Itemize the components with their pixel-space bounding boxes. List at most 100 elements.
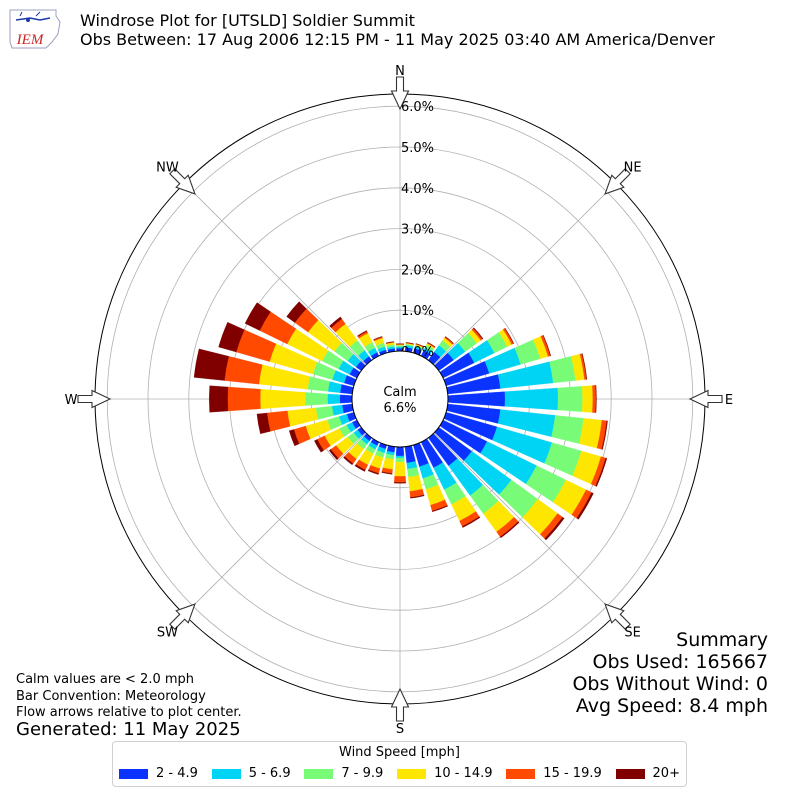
bar-dir-270-speed-bin-4 xyxy=(227,386,261,412)
bar-dir-60-speed-bin-5 xyxy=(504,327,515,344)
bar-dir-260-speed-bin-0 xyxy=(341,403,354,414)
grid-ring xyxy=(147,146,653,652)
legend-swatch xyxy=(397,768,427,779)
bar-dir-340-speed-bin-5 xyxy=(373,336,383,341)
bar-dir-280-speed-bin-2 xyxy=(307,376,330,392)
compass-label-e: E xyxy=(725,393,733,408)
legend-item: 2 - 4.9 xyxy=(119,766,198,781)
bar-dir-180-speed-bin-2 xyxy=(395,457,405,463)
bar-dir-90-speed-bin-5 xyxy=(595,385,597,413)
bar-dir-180-speed-bin-0 xyxy=(395,446,405,457)
spoke-ne xyxy=(433,183,616,366)
bar-dir-130-speed-bin-5 xyxy=(544,516,565,541)
note-bar-convention: Bar Convention: Meteorology xyxy=(16,689,206,704)
compass-label-nw: NW xyxy=(156,160,179,175)
bar-dir-260-speed-bin-5 xyxy=(256,412,271,434)
bar-dir-170-speed-bin-3 xyxy=(408,475,423,492)
radial-tick-label: 6.0% xyxy=(401,100,434,115)
bar-dir-220-speed-bin-5 xyxy=(343,456,354,466)
bar-dir-230-speed-bin-5 xyxy=(328,449,339,461)
flow-arrow-icon xyxy=(604,168,631,195)
legend-items: 2 - 4.9 5 - 6.9 7 - 9.9 10 - 14.9 15 - 19.9 2… xyxy=(119,766,680,781)
compass-label-se: SE xyxy=(624,626,640,641)
bar-dir-260-speed-bin-1 xyxy=(331,404,344,416)
bar-dir-190-speed-bin-3 xyxy=(382,457,394,470)
bar-dir-90-speed-bin-4 xyxy=(592,385,597,413)
bar-dir-290-speed-bin-5 xyxy=(218,322,245,353)
spoke-se xyxy=(433,432,616,615)
bar-dir-90-speed-bin-3 xyxy=(582,385,593,413)
legend-item: 5 - 6.9 xyxy=(211,766,291,781)
compass-label-w: W xyxy=(65,393,78,408)
note-flow-arrows: Flow arrows relative to plot center. xyxy=(16,705,242,720)
bar-dir-280-speed-bin-5 xyxy=(193,348,229,381)
logo-text: IEM xyxy=(16,32,45,48)
flow-arrow-icon xyxy=(688,389,723,409)
bar-dir-80-speed-bin-2 xyxy=(549,356,576,384)
bar-dir-250-speed-bin-5 xyxy=(288,429,300,447)
bar-dir-310-speed-bin-5 xyxy=(286,301,307,323)
bar-dir-180-speed-bin-4 xyxy=(394,476,406,483)
grid-ring xyxy=(188,187,612,611)
bar-dir-140-speed-bin-5 xyxy=(499,521,520,539)
bar-dir-240-speed-bin-5 xyxy=(314,439,324,453)
bar-dir-90-speed-bin-0 xyxy=(447,391,506,407)
bar-dir-180-speed-bin-1 xyxy=(395,455,405,459)
legend-swatch xyxy=(304,768,334,779)
compass-label-ne: NE xyxy=(624,160,642,175)
bar-dir-120-speed-bin-5 xyxy=(576,492,594,520)
bar-dir-170-speed-bin-5 xyxy=(410,494,425,499)
calm-circle xyxy=(351,350,449,448)
bar-dir-100-speed-bin-2 xyxy=(551,415,584,444)
legend-label: 7 - 9.9 xyxy=(341,766,384,781)
calm-value: 6.6% xyxy=(383,401,416,416)
bar-dir-100-speed-bin-5 xyxy=(601,420,608,450)
legend-swatch xyxy=(119,768,148,779)
legend-label: 10 - 14.9 xyxy=(434,766,493,781)
bar-dir-270-speed-bin-2 xyxy=(304,392,328,406)
flow-arrow-icon xyxy=(604,603,631,630)
bar-dir-20-speed-bin-5 xyxy=(415,343,424,347)
bar-dir-350-speed-bin-5 xyxy=(385,341,395,344)
radial-tick-label: 4.0% xyxy=(401,182,434,197)
bar-dir-270-speed-bin-3 xyxy=(260,389,306,409)
bar-dir-300-speed-bin-5 xyxy=(244,302,271,331)
summary-obs-used: Obs Used: 165667 xyxy=(592,651,768,673)
flow-arrow-icon xyxy=(390,76,410,111)
bar-dir-30-speed-bin-5 xyxy=(427,342,436,348)
bar-dir-0-speed-bin-5 xyxy=(395,343,405,345)
spoke-sw xyxy=(184,432,367,615)
bar-dir-270-speed-bin-1 xyxy=(327,393,341,405)
bar-dir-150-speed-bin-5 xyxy=(461,516,481,528)
summary-heading: Summary xyxy=(676,629,768,651)
bar-dir-270-speed-bin-0 xyxy=(339,394,353,404)
spoke-nw xyxy=(184,183,367,366)
legend: Wind Speed [mph] 2 - 4.9 5 - 6.9 7 - 9.9 10… xyxy=(112,741,687,787)
legend-swatch xyxy=(615,768,645,779)
bar-dir-90-speed-bin-1 xyxy=(504,387,559,411)
bar-dir-260-speed-bin-4 xyxy=(266,410,291,432)
bar-dir-260-speed-bin-2 xyxy=(315,405,334,420)
legend-label: 2 - 4.9 xyxy=(156,766,198,781)
polar-overlay: 0.0%1.0%2.0%3.0%4.0%5.0%6.0%Calm6.6%NNEE… xyxy=(65,64,734,737)
bar-dir-50-speed-bin-5 xyxy=(473,327,484,340)
radial-tick-label: 3.0% xyxy=(401,223,434,238)
radial-tick-label: 1.0% xyxy=(401,304,434,319)
bar-dir-280-speed-bin-1 xyxy=(327,381,342,393)
generated-date: Generated: 11 May 2025 xyxy=(16,719,241,740)
iem-logo: IEM xyxy=(9,9,61,49)
radial-tick-label: 2.0% xyxy=(401,263,434,278)
flow-arrow-icon xyxy=(77,389,112,409)
bar-dir-70-speed-bin-5 xyxy=(542,334,552,357)
bar-dir-270-speed-bin-5 xyxy=(209,385,229,413)
bar-dir-280-speed-bin-4 xyxy=(224,356,263,385)
windrose-bars xyxy=(193,301,608,541)
summary-avg-speed: Avg Speed: 8.4 mph xyxy=(575,695,768,717)
compass-label-n: N xyxy=(395,64,405,79)
bar-dir-90-speed-bin-2 xyxy=(557,386,583,412)
legend-item: 10 - 14.9 xyxy=(397,766,493,781)
legend-swatch xyxy=(211,768,241,779)
bar-dir-320-speed-bin-5 xyxy=(329,316,343,329)
legend-item: 7 - 9.9 xyxy=(304,766,383,781)
flow-arrow-icon xyxy=(169,168,196,195)
